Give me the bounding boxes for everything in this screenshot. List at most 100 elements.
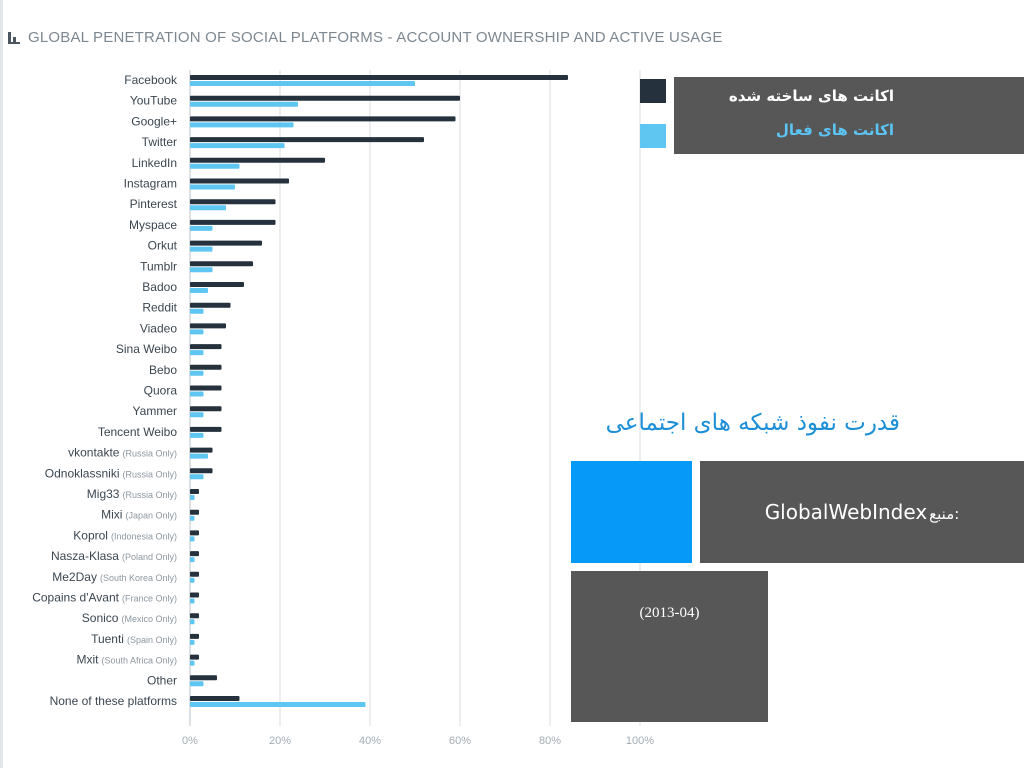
bar-owned [190, 571, 199, 577]
bar-active [190, 143, 285, 149]
legend-swatch-active [640, 124, 666, 148]
category-label: YouTube [130, 94, 177, 108]
legend-panel: اکانت های ساخته شده اکانت های فعال [674, 77, 1024, 154]
bar-owned [190, 654, 199, 660]
bar-owned [190, 489, 199, 494]
bar-active [190, 205, 226, 211]
bar-active [190, 639, 195, 645]
bar-active [190, 81, 415, 86]
bar-active [190, 350, 204, 356]
bar-active [190, 515, 195, 521]
category-label: Sonico (Mexico Only) [82, 611, 177, 625]
bar-owned [190, 116, 456, 122]
category-label: Nasza-Klasa (Poland Only) [51, 549, 177, 563]
bar-owned [190, 219, 276, 225]
bar-active [190, 702, 366, 707]
bar-active [190, 660, 195, 666]
bar-owned [190, 240, 262, 246]
x-tick-label: 20% [269, 735, 291, 747]
bar-owned [190, 282, 244, 287]
category-label: vkontakte (Russia Only) [68, 446, 177, 460]
bar-owned [190, 468, 213, 474]
category-label: Facebook [124, 73, 178, 87]
category-label: Myspace [129, 218, 177, 232]
category-label: Me2Day (South Korea Only) [52, 570, 177, 584]
bar-active [190, 619, 195, 625]
category-label: Mixi (Japan Only) [101, 508, 177, 522]
bar-owned [190, 323, 226, 329]
bar-active [190, 122, 294, 128]
category-label: Tumblr [140, 259, 177, 273]
bar-active [190, 329, 204, 335]
bar-owned [190, 613, 199, 619]
category-label: Other [147, 673, 177, 687]
source-panel: GlobalWebIndex منبع: [700, 461, 1024, 563]
category-label: Quora [144, 384, 178, 398]
bar-owned [190, 447, 213, 453]
bar-owned [190, 551, 199, 557]
bar-owned [190, 178, 289, 184]
x-tick-label: 80% [539, 735, 561, 747]
bar-active [190, 267, 213, 273]
bar-owned [190, 261, 253, 267]
source-label: منبع: [929, 505, 960, 523]
bar-chart-icon [8, 32, 20, 44]
category-label: Reddit [142, 301, 177, 315]
x-tick-label: 60% [449, 735, 471, 747]
category-label: Mxit (South Africa Only) [76, 653, 177, 667]
bar-active [190, 412, 204, 418]
bar-active [190, 577, 195, 583]
category-label: Pinterest [130, 197, 178, 211]
source-name: GlobalWebIndex [764, 500, 928, 524]
x-tick-label: 100% [626, 735, 654, 747]
bar-owned [190, 95, 460, 101]
category-label: Instagram [124, 177, 177, 191]
bar-active [190, 681, 204, 687]
x-tick-label: 40% [359, 735, 381, 747]
category-label: Tuenti (Spain Only) [91, 632, 177, 646]
bar-active [190, 495, 195, 500]
left-edge-strip [0, 0, 3, 768]
category-label: Copains d'Avant (France Only) [32, 591, 177, 605]
bar-owned [190, 426, 222, 432]
date-panel: (2013-04) [571, 571, 768, 722]
chart-title: GLOBAL PENETRATION OF SOCIAL PLATFORMS -… [28, 28, 723, 46]
category-label: Badoo [142, 280, 177, 294]
category-label: Odnoklassniki (Russia Only) [45, 466, 177, 480]
legend-swatch-owned [640, 79, 666, 103]
bar-owned [190, 344, 222, 350]
bar-active [190, 308, 204, 314]
bar-owned [190, 592, 199, 598]
bar-owned [190, 633, 199, 639]
bar-owned [190, 364, 222, 370]
bar-owned [190, 302, 231, 308]
category-label: Orkut [148, 239, 178, 253]
category-label: Google+ [131, 114, 177, 128]
bar-active [190, 246, 213, 252]
bar-active [190, 598, 195, 604]
bar-owned [190, 385, 222, 391]
bar-owned [190, 199, 276, 205]
category-label: Sina Weibo [116, 342, 177, 356]
bar-active [190, 536, 195, 542]
bar-owned [190, 675, 217, 681]
category-label: LinkedIn [132, 156, 177, 170]
bar-active [190, 225, 213, 231]
chart-header: GLOBAL PENETRATION OF SOCIAL PLATFORMS -… [8, 26, 723, 48]
x-tick-label: 0% [182, 735, 198, 747]
bar-active [190, 453, 208, 459]
bar-active [190, 474, 204, 480]
category-label: Twitter [142, 135, 177, 149]
bar-active [190, 184, 235, 190]
category-label: Viadeo [140, 321, 177, 335]
bar-active [190, 432, 204, 438]
category-label: Tencent Weibo [98, 425, 177, 439]
bar-owned [190, 137, 424, 143]
category-label: Koprol (Indonesia Only) [73, 528, 177, 542]
legend-label-active: اکانت های فعال [775, 121, 894, 139]
bar-active [190, 163, 240, 169]
bar-active [190, 370, 204, 376]
bar-owned [190, 406, 222, 412]
bar-owned [190, 530, 199, 536]
category-label: None of these platforms [50, 694, 177, 708]
